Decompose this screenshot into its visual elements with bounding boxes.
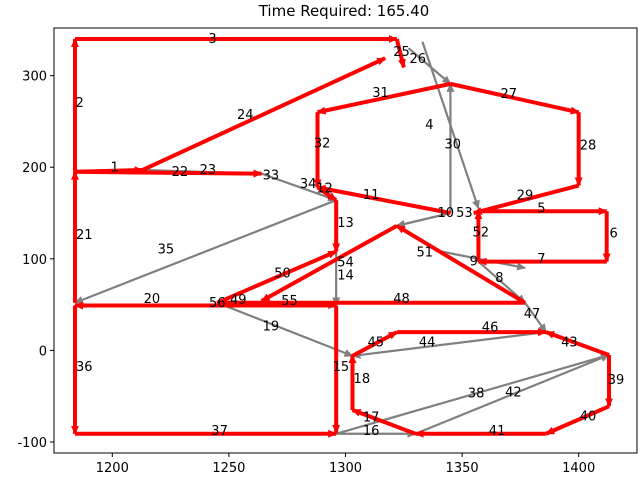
- edge-43: [545, 330, 610, 357]
- edge-label-21: 21: [76, 228, 93, 243]
- edge-label-24: 24: [237, 108, 254, 123]
- x-tick-label: 1300: [329, 461, 362, 476]
- edge-label-27: 27: [500, 87, 517, 102]
- edge-label-34: 34: [300, 177, 317, 192]
- edge-label-40: 40: [580, 409, 597, 424]
- edge-44: [351, 331, 547, 359]
- edge-11: [316, 184, 451, 215]
- edge-label-10: 10: [438, 206, 455, 221]
- edge-50: [216, 249, 338, 305]
- y-tick-label: -100: [17, 436, 47, 451]
- edge-19: [216, 301, 354, 357]
- edge-label-5: 5: [537, 202, 545, 217]
- edge-label-28: 28: [580, 138, 597, 153]
- edge-label-43: 43: [561, 335, 578, 350]
- x-axis-ticks: 1200 1250 1300 1350 1400: [96, 453, 595, 476]
- edge-54: [260, 224, 398, 303]
- edge-label-7: 7: [537, 252, 545, 267]
- edge-23: [74, 169, 263, 178]
- edge-12: [316, 185, 338, 202]
- edge-47: [524, 302, 547, 333]
- edge-label-17: 17: [363, 410, 380, 425]
- edge-33: [261, 172, 338, 202]
- edge-label-41: 41: [489, 424, 506, 439]
- edge-label-35: 35: [158, 243, 175, 258]
- edge-label-23: 23: [200, 163, 217, 178]
- edge-label-54: 54: [337, 256, 354, 271]
- y-tick-label: 100: [22, 253, 47, 268]
- edge-label-45: 45: [368, 335, 385, 350]
- edge-label-3: 3: [208, 32, 216, 47]
- edge-label-39: 39: [608, 373, 625, 388]
- edge-label-52: 52: [472, 225, 489, 240]
- edge-label-6: 6: [610, 226, 618, 241]
- edge-24: [141, 56, 387, 172]
- edge-label-1: 1: [110, 160, 118, 175]
- edge-17: [351, 408, 417, 436]
- y-tick-label: 0: [39, 344, 47, 359]
- edge-label-30: 30: [444, 137, 461, 152]
- edge-label-14: 14: [337, 268, 354, 283]
- edge-27: [450, 81, 580, 115]
- edge-label-18: 18: [354, 372, 371, 387]
- x-tick-label: 1200: [96, 461, 129, 476]
- edge-label-50: 50: [274, 267, 291, 282]
- edge-53: [395, 211, 451, 228]
- edge-label-44: 44: [419, 335, 436, 350]
- edge-label-32: 32: [314, 136, 331, 151]
- edge-label-33: 33: [263, 169, 280, 184]
- edge-40: [545, 404, 610, 436]
- edge-label-26: 26: [410, 52, 427, 67]
- edge-label-47: 47: [524, 307, 541, 322]
- route-edges: [70, 34, 614, 438]
- edge-label-49: 49: [230, 293, 247, 308]
- edge-label-4: 4: [425, 118, 433, 133]
- chart-title: Time Required: 165.40: [258, 2, 430, 20]
- edge-label-42: 42: [505, 386, 522, 401]
- edge-35: [74, 199, 337, 304]
- edge-label-55: 55: [281, 294, 298, 309]
- x-tick-label: 1350: [446, 461, 479, 476]
- edge-label-12: 12: [316, 181, 333, 196]
- edge-label-2: 2: [76, 96, 84, 111]
- edge-label-8: 8: [495, 271, 503, 286]
- edge-label-20: 20: [144, 292, 161, 307]
- edge-25: [394, 38, 406, 69]
- edge-51: [395, 224, 527, 305]
- edge-label-48: 48: [393, 292, 410, 307]
- edge-label-37: 37: [211, 424, 228, 439]
- edge-31: [316, 81, 451, 115]
- edge-26: [407, 47, 452, 85]
- edge-label-46: 46: [482, 321, 499, 336]
- edge-label-38: 38: [468, 387, 485, 402]
- edge-label-13: 13: [337, 216, 354, 231]
- y-tick-label: 300: [22, 70, 47, 85]
- edge-label-36: 36: [76, 360, 93, 375]
- edge-label-19: 19: [263, 320, 280, 335]
- plot-frame: [53, 27, 638, 454]
- edge-label-53: 53: [456, 206, 473, 221]
- edge-label-25: 25: [393, 45, 410, 60]
- edge-42: [415, 353, 610, 435]
- x-tick-label: 1250: [212, 461, 245, 476]
- edge-label-51: 51: [417, 245, 434, 260]
- edge-label-22: 22: [172, 165, 189, 180]
- edge-label-56: 56: [209, 296, 226, 311]
- x-tick-label: 1400: [562, 461, 595, 476]
- y-tick-label: 200: [22, 161, 47, 176]
- edge-label-16: 16: [363, 424, 380, 439]
- edge-label-29: 29: [517, 189, 534, 204]
- y-axis-ticks: -100 0 100 200 300: [17, 70, 54, 451]
- edge-label-9: 9: [470, 255, 478, 270]
- edge-label-31: 31: [372, 86, 389, 101]
- edge-45: [351, 330, 398, 358]
- edge-label-11: 11: [363, 188, 380, 203]
- edge-label-15: 15: [333, 360, 350, 375]
- edge-29: [472, 183, 580, 215]
